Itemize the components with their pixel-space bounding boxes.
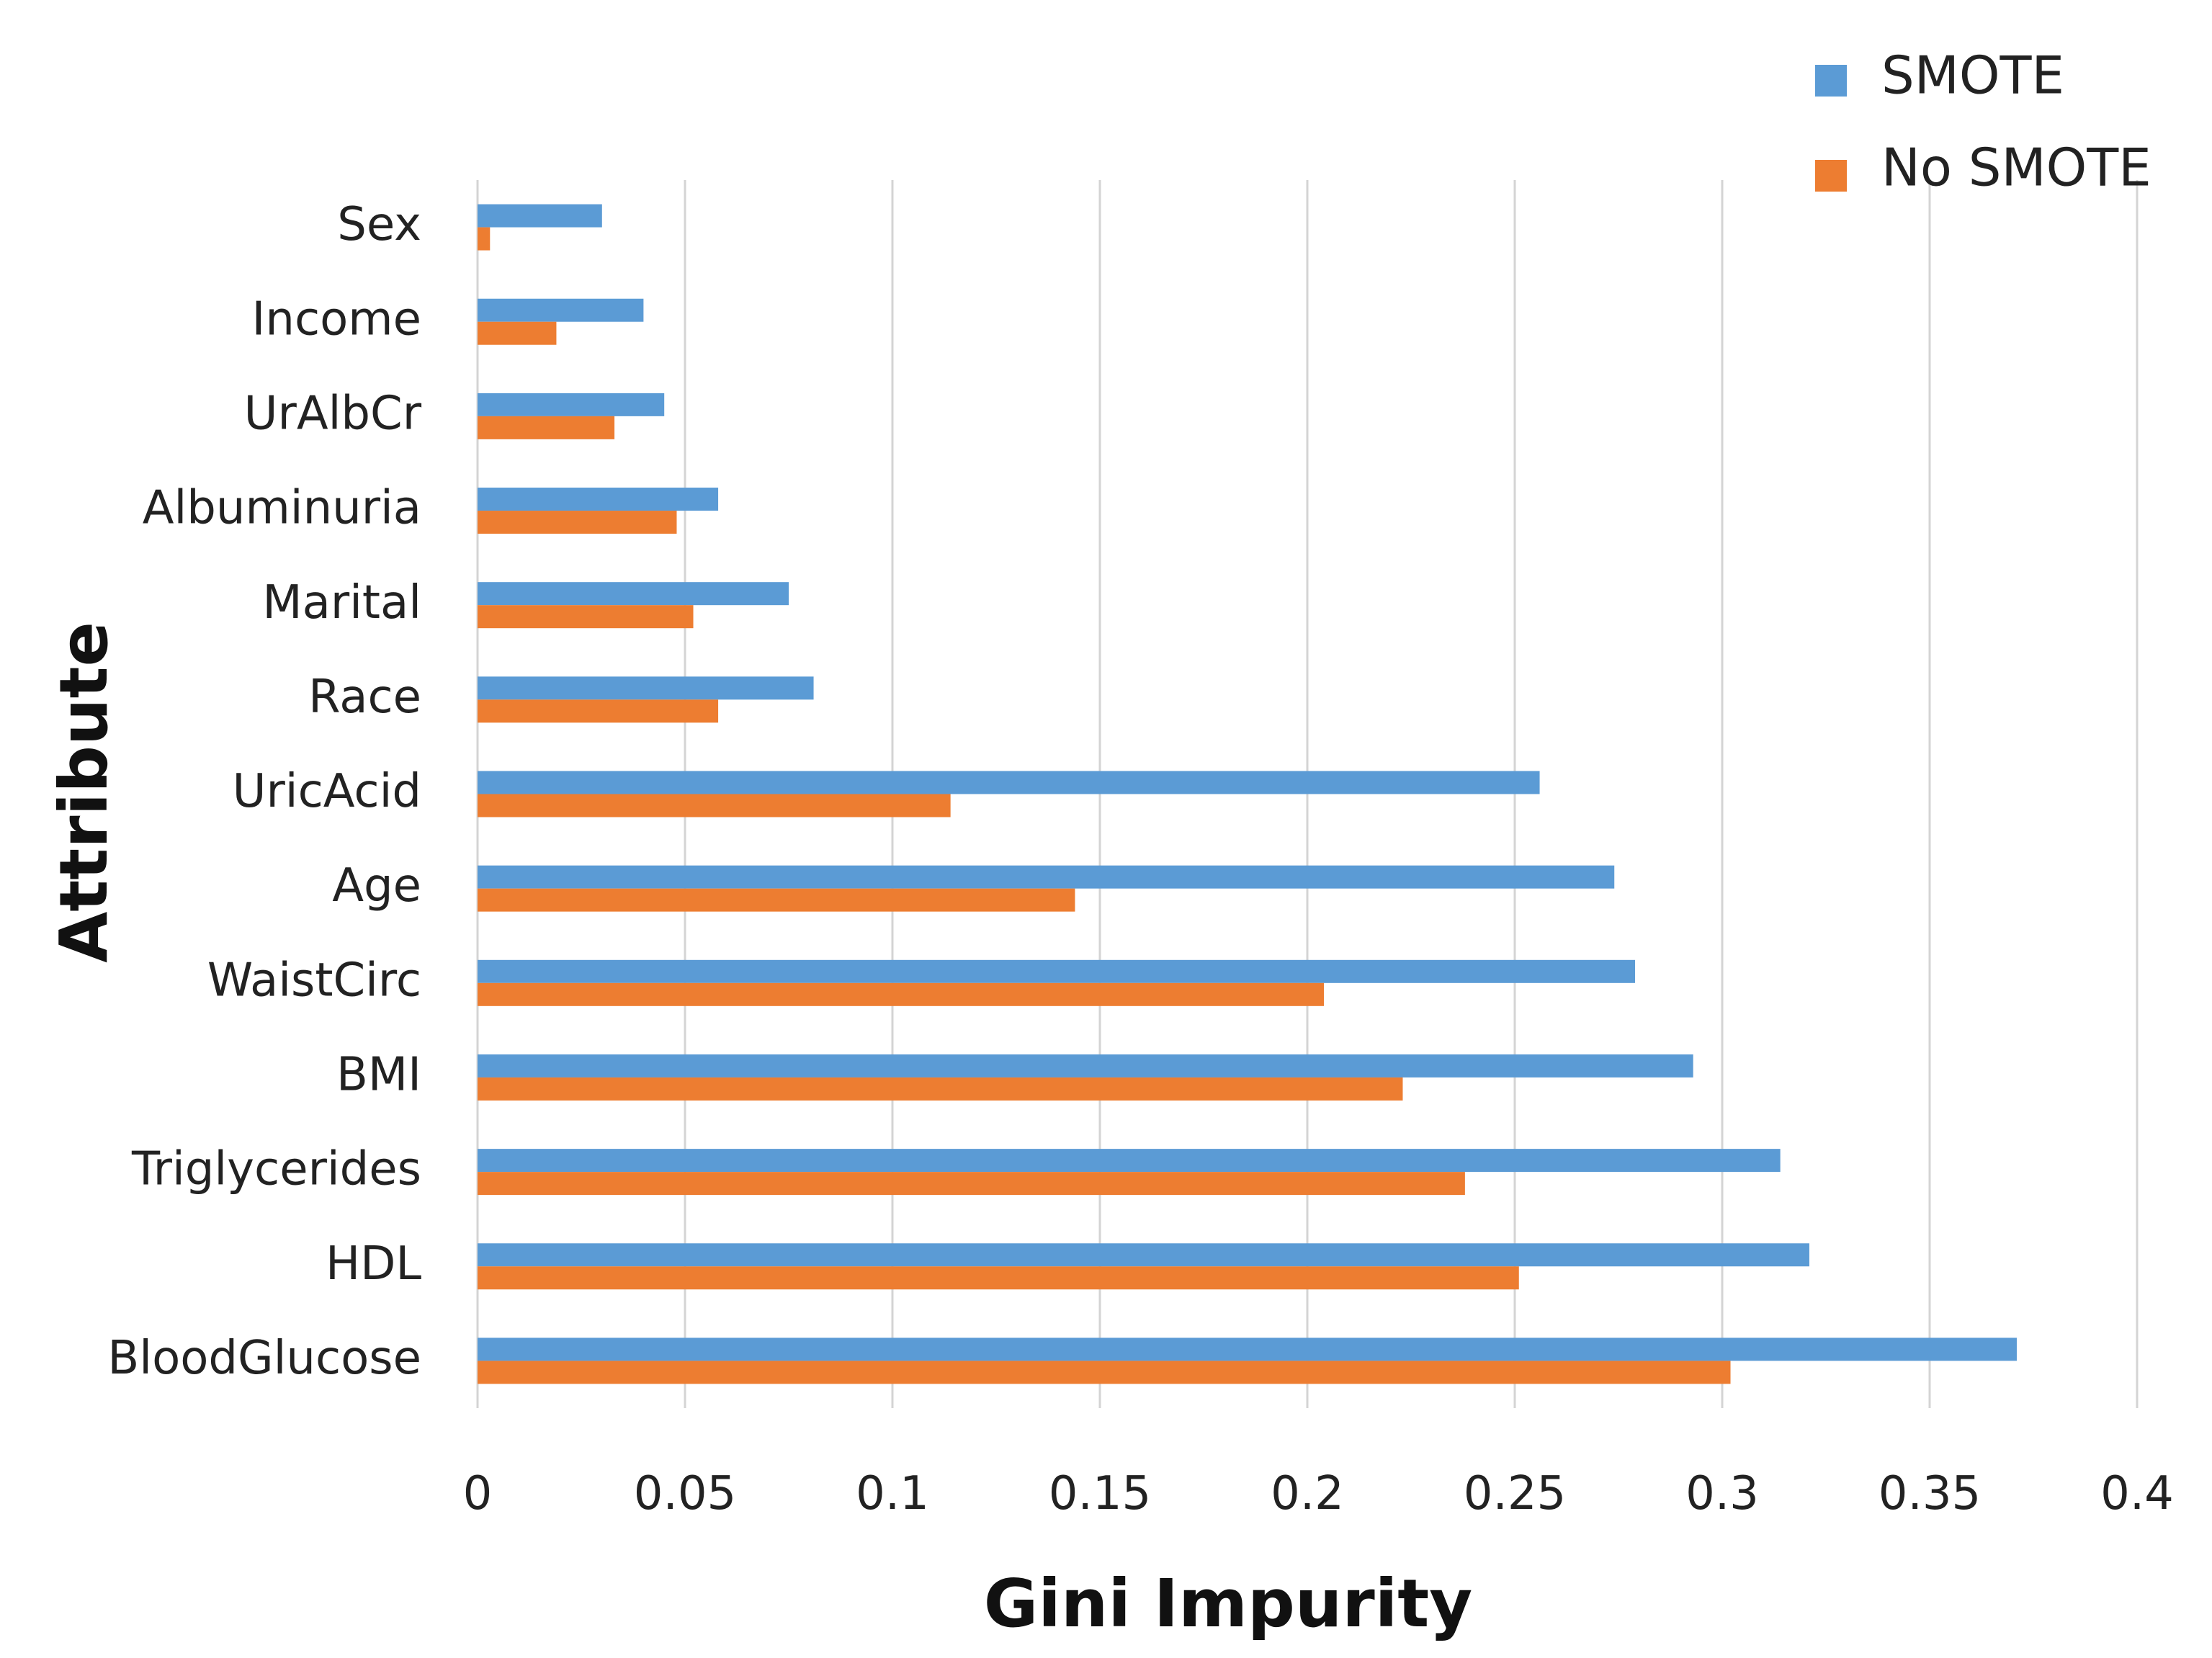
y-axis-title: Attribute <box>45 622 122 963</box>
bar-smote-age <box>478 865 1615 889</box>
legend-swatch-smote <box>1815 65 1847 97</box>
bar-smote-waistcirc <box>478 959 1636 983</box>
y-tick-label: BMI <box>336 1049 421 1102</box>
x-tick-label: 0.15 <box>1049 1467 1152 1520</box>
x-tick-label: 0 <box>463 1467 493 1520</box>
bar-smote-bmi <box>478 1054 1693 1077</box>
y-tick-label: UrAlbCr <box>244 387 422 440</box>
x-tick-label: 0.25 <box>1464 1467 1567 1520</box>
y-tick-label: Income <box>252 292 422 346</box>
bar-smote-sex <box>478 204 602 228</box>
bar-no-smote-sex <box>478 227 491 251</box>
bar-smote-uralbcr <box>478 393 665 416</box>
bar-no-smote-age <box>478 888 1075 912</box>
y-tick-label: Albuminuria <box>143 482 421 535</box>
y-tick-label: Marital <box>262 576 421 629</box>
bar-no-smote-marital <box>478 605 694 629</box>
y-tick-label: UricAcid <box>233 765 421 818</box>
x-tick-labels: 0 0.05 0.1 0.15 0.2 0.25 0.3 0.35 0.4 <box>463 1467 2174 1520</box>
bar-no-smote-bmi <box>478 1077 1403 1101</box>
y-tick-label: BloodGlucose <box>107 1332 421 1385</box>
bar-no-smote-race <box>478 699 719 723</box>
y-tick-label: Triglycerides <box>131 1143 421 1196</box>
legend-label-smote: SMOTE <box>1881 45 2064 106</box>
y-tick-labels: Sex Income UrAlbCr Albuminuria Marital Race Ur… <box>107 198 421 1385</box>
bar-no-smote-income <box>478 321 557 345</box>
bar-smote-race <box>478 676 814 700</box>
legend: SMOTE No SMOTE <box>1815 45 2151 198</box>
bar-smote-income <box>478 298 644 322</box>
bar-no-smote-uricacid <box>478 794 951 817</box>
y-tick-label: HDL <box>326 1237 421 1291</box>
x-tick-label: 0.3 <box>1685 1467 1759 1520</box>
bar-smote-bloodglucose <box>478 1337 2017 1361</box>
legend-label-no-smote: No SMOTE <box>1881 138 2151 198</box>
bar-smote-albuminuria <box>478 488 719 511</box>
x-axis-title: Gini Impurity <box>984 1565 1472 1642</box>
y-tick-label: Age <box>332 859 421 913</box>
x-tick-label: 0.1 <box>856 1467 929 1520</box>
bar-no-smote-waistcirc <box>478 982 1325 1006</box>
bar-no-smote-bloodglucose <box>478 1361 1731 1384</box>
bar-no-smote-albuminuria <box>478 511 677 534</box>
legend-swatch-no-smote <box>1815 160 1847 192</box>
bar-smote-hdl <box>478 1243 1809 1267</box>
y-tick-label: Race <box>308 671 421 724</box>
bar-no-smote-triglycerides <box>478 1172 1465 1196</box>
bar-smote-uricacid <box>478 771 1540 794</box>
bar-smote-marital <box>478 582 789 606</box>
x-tick-label: 0.2 <box>1271 1467 1344 1520</box>
x-tick-label: 0.05 <box>634 1467 737 1520</box>
y-tick-label: Sex <box>337 198 421 251</box>
bar-no-smote-hdl <box>478 1266 1519 1290</box>
x-tick-label: 0.35 <box>1879 1467 1982 1520</box>
x-tick-label: 0.4 <box>2100 1467 2174 1520</box>
bar-no-smote-uralbcr <box>478 416 615 439</box>
y-tick-label: WaistCirc <box>207 954 421 1007</box>
bars <box>478 204 2017 1384</box>
bar-smote-triglycerides <box>478 1149 1781 1173</box>
